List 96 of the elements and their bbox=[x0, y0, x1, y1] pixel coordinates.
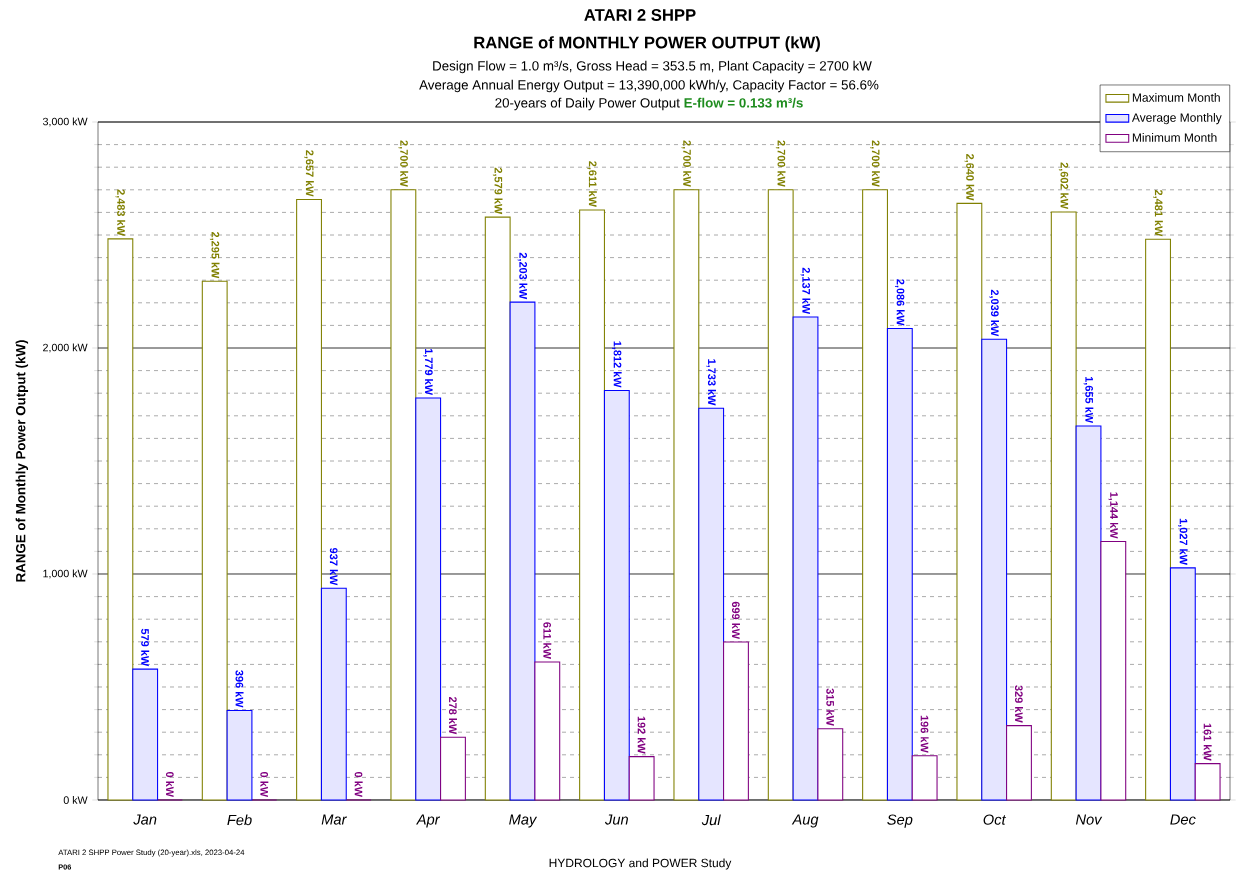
chart-subtitle: RANGE of MONTHLY POWER OUTPUT (kW) bbox=[474, 36, 820, 52]
data-label: 2,295 kW bbox=[209, 231, 220, 279]
y-tick-label: 3,000 kW bbox=[42, 117, 88, 127]
y-tick-label: 2,000 kW bbox=[43, 343, 88, 353]
data-label: 2,640 kW bbox=[964, 154, 975, 201]
bar bbox=[723, 641, 749, 801]
data-label: 196 kW bbox=[920, 715, 929, 753]
data-label: 2,203 kW bbox=[517, 252, 528, 300]
data-label: 699 kW bbox=[731, 601, 740, 640]
chart-title: ATARI 2 SHPP bbox=[584, 9, 696, 21]
data-label: 161 kW bbox=[1203, 723, 1212, 761]
bar bbox=[698, 407, 725, 801]
bar bbox=[390, 189, 417, 801]
data-label: 2,137 kW bbox=[800, 267, 811, 315]
x-tick-label: Apr bbox=[416, 814, 441, 828]
bar bbox=[628, 756, 655, 801]
x-tick-label: Feb bbox=[227, 814, 252, 826]
data-label: 2,700 kW bbox=[681, 140, 692, 187]
bar bbox=[817, 728, 844, 801]
x-tick-label: Aug bbox=[791, 814, 819, 828]
y-tick-label: 0 kW bbox=[63, 796, 88, 804]
bar bbox=[1169, 567, 1196, 801]
x-tick-label: Sep bbox=[887, 814, 913, 828]
data-label: 2,579 kW bbox=[492, 167, 503, 215]
data-label: 2,611 kW bbox=[587, 161, 597, 207]
data-label: 315 kW bbox=[826, 688, 835, 726]
bar bbox=[792, 316, 819, 801]
x-tick-label: Dec bbox=[1170, 814, 1196, 825]
data-label: 0 kW bbox=[165, 771, 174, 798]
x-tick-label: Mar bbox=[321, 814, 347, 825]
data-label: 2,086 kW bbox=[895, 279, 905, 326]
data-label: 2,700 kW bbox=[775, 140, 786, 187]
bar bbox=[1194, 763, 1221, 801]
data-label: 2,657 kW bbox=[304, 150, 314, 197]
bar bbox=[981, 338, 1008, 801]
bar bbox=[509, 301, 536, 801]
text: E-flow = 0.133 m³/s bbox=[684, 97, 803, 108]
bar bbox=[226, 709, 253, 801]
bar bbox=[862, 189, 888, 801]
legend-label: Maximum Month bbox=[1132, 92, 1220, 102]
bar bbox=[1006, 725, 1032, 801]
text: Average Annual Energy Output = 13,390,000 kWh/y, Capacity Factor = 56.6% bbox=[419, 79, 879, 93]
data-label: 329 kW bbox=[1014, 685, 1023, 723]
data-label: 2,039 kW bbox=[989, 289, 999, 337]
data-label: 937 kW bbox=[329, 548, 338, 586]
bar bbox=[1075, 425, 1102, 801]
data-label: 1,144 kW bbox=[1108, 492, 1119, 539]
bar bbox=[1050, 211, 1077, 801]
bar bbox=[296, 198, 322, 801]
bar bbox=[911, 755, 938, 801]
bar bbox=[132, 668, 159, 801]
bar bbox=[1100, 540, 1127, 801]
data-label: 0 kW bbox=[260, 771, 269, 798]
bar bbox=[320, 587, 347, 801]
data-label: 611 kW bbox=[543, 622, 552, 659]
data-label: 2,602 kW bbox=[1058, 162, 1069, 209]
data-label: 1,812 kW bbox=[612, 341, 622, 388]
x-tick-label: Jun bbox=[604, 814, 628, 825]
bar bbox=[886, 328, 913, 801]
x-tick-label: Jan bbox=[133, 814, 157, 825]
data-label: 0 kW bbox=[354, 771, 363, 798]
bar bbox=[415, 397, 442, 801]
legend-label: Average Monthly bbox=[1131, 113, 1222, 125]
data-label: 2,700 kW bbox=[398, 140, 409, 187]
data-label: 579 kW bbox=[141, 628, 150, 667]
data-label: 1,027 kW bbox=[1178, 518, 1188, 565]
x-tick-label: Jul bbox=[701, 814, 721, 826]
data-label: 1,655 kW bbox=[1083, 376, 1094, 424]
data-label: 2,481 kW bbox=[1153, 189, 1163, 237]
bar bbox=[484, 216, 511, 801]
data-label: 2,483 kW bbox=[115, 189, 126, 236]
x-tick-label: Oct bbox=[983, 814, 1007, 825]
bar bbox=[603, 389, 630, 801]
data-label: 192 kW bbox=[637, 716, 646, 754]
x-tick-label: Nov bbox=[1075, 814, 1103, 825]
legend-label: Minimum Month bbox=[1132, 133, 1217, 142]
data-label: 2,700 kW bbox=[870, 140, 880, 187]
text: 20-years of Daily Power Output bbox=[495, 97, 680, 111]
bar bbox=[1145, 238, 1171, 801]
x-tick-label: May bbox=[509, 814, 538, 828]
data-label: 278 kW bbox=[448, 696, 457, 735]
bar bbox=[956, 202, 983, 801]
bar bbox=[673, 189, 700, 801]
bar bbox=[440, 736, 466, 801]
data-label: 396 kW bbox=[235, 670, 244, 708]
text: Design Flow = 1.0 m³/s, Gross Head = 353.5 m, Plant Capacity = 2700 kW bbox=[433, 60, 872, 74]
data-label: 1,733 kW bbox=[706, 359, 716, 406]
bar bbox=[579, 209, 605, 801]
y-axis-title: RANGE of Monthly Power Output (kW) bbox=[15, 340, 29, 582]
text: HYDROLOGY and POWER Study bbox=[549, 858, 732, 870]
y-tick-label: 1,000 kW bbox=[43, 569, 88, 579]
bar bbox=[107, 238, 134, 801]
bar bbox=[534, 661, 561, 801]
data-label: 1,779 kW bbox=[423, 348, 433, 395]
bar bbox=[767, 189, 794, 801]
bar bbox=[201, 280, 228, 801]
